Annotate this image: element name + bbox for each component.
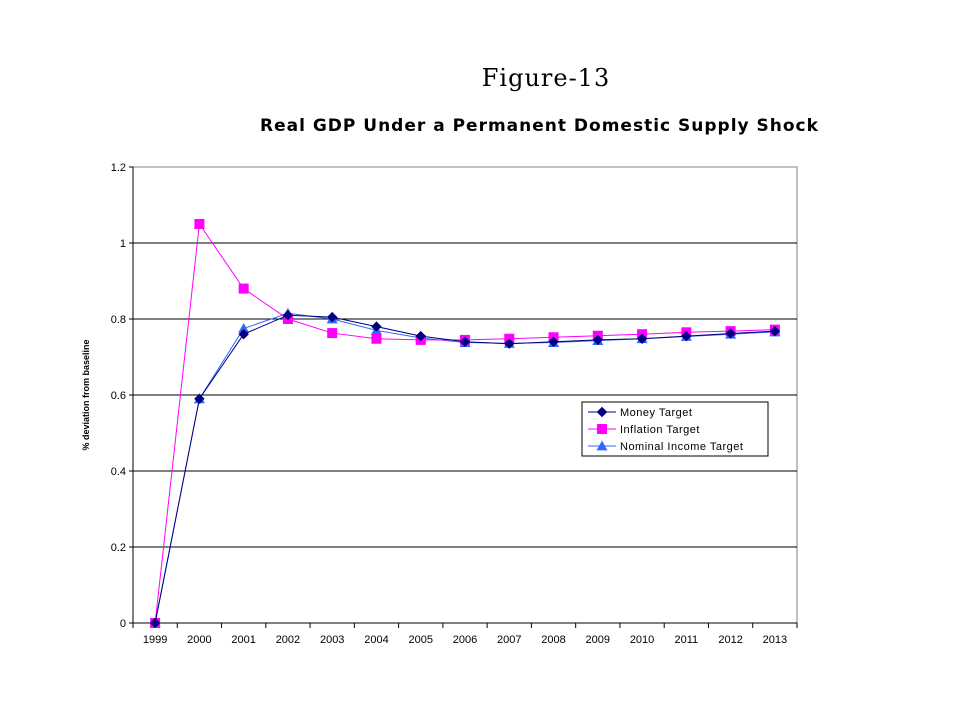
data-point-money-target: [371, 321, 382, 332]
legend-label-money-target: Money Target: [620, 407, 692, 419]
y-tick-label: 1.2: [111, 162, 126, 174]
y-tick-label: 0.2: [111, 542, 126, 554]
data-point-money-target: [681, 330, 692, 342]
x-tick-label: 2009: [586, 634, 610, 646]
y-tick-label: 0.4: [111, 466, 126, 478]
x-tick-label: 2008: [541, 634, 565, 646]
chart-title: Real GDP Under a Permanent Domestic Supp…: [260, 116, 819, 136]
x-tick-label: 2010: [630, 634, 654, 646]
data-point-money-target: [769, 325, 781, 337]
data-point-money-target: [194, 393, 205, 405]
x-tick-label: 2002: [276, 634, 300, 646]
figure-label: Figure-13: [481, 64, 611, 92]
data-point-money-target: [459, 336, 471, 348]
data-point-money-target: [548, 336, 559, 348]
x-tick-label: 1999: [143, 634, 167, 646]
y-tick-label: 0.8: [111, 314, 126, 326]
x-axis-ticks: 1999 2000 2001 2002 2003 2004 2005 2006 2007 2008…: [132, 623, 798, 646]
data-point-money-target: [326, 311, 338, 323]
legend-marker-money-target: [596, 406, 608, 418]
data-point-money-target: [725, 328, 736, 339]
x-tick-label: 2011: [675, 634, 699, 646]
x-tick-label: 2012: [718, 634, 742, 646]
data-point-inflation-target: [238, 283, 249, 294]
data-point-money-target: [504, 338, 515, 349]
y-tick-label: 1: [120, 238, 126, 250]
x-tick-label: 2006: [453, 634, 477, 646]
data-point-inflation-target: [371, 333, 382, 344]
data-point-money-target: [149, 617, 161, 629]
legend-label-inflation-target: Inflation Target: [620, 424, 700, 436]
x-tick-label: 2000: [187, 634, 211, 646]
x-tick-label: 2001: [231, 634, 255, 646]
x-tick-label: 2013: [763, 634, 787, 646]
series-money-target: [149, 309, 781, 629]
x-tick-label: 2005: [408, 634, 432, 646]
gridlines: [133, 242, 797, 548]
data-point-money-target: [238, 328, 249, 340]
x-tick-label: 2007: [497, 634, 521, 646]
data-point-money-target: [415, 330, 426, 342]
legend-label-nominal-income-target: Nominal Income Target: [620, 441, 743, 453]
data-point-inflation-target: [327, 328, 338, 339]
data-point-money-target: [282, 309, 294, 321]
y-tick-label: 0.6: [111, 390, 126, 402]
x-tick-label: 2003: [320, 634, 344, 646]
data-point-inflation-target: [194, 219, 205, 229]
data-point-nominal-income-target: [238, 323, 250, 333]
x-tick-label: 2004: [364, 634, 388, 646]
series-group: [149, 219, 781, 629]
y-tick-label: 0: [120, 618, 126, 630]
y-axis-ticks: 0 0.2 0.4 0.6 0.8 1 1.2: [111, 162, 133, 630]
legend-marker-inflation-target: [597, 424, 607, 434]
data-point-money-target: [592, 334, 604, 346]
y-axis-label: % deviation from baseline: [81, 339, 91, 450]
legend: Money Target Inflation Target Nominal Inco…: [581, 401, 769, 457]
data-point-money-target: [636, 333, 648, 344]
legend-marker-nominal-income-target: [596, 440, 608, 451]
